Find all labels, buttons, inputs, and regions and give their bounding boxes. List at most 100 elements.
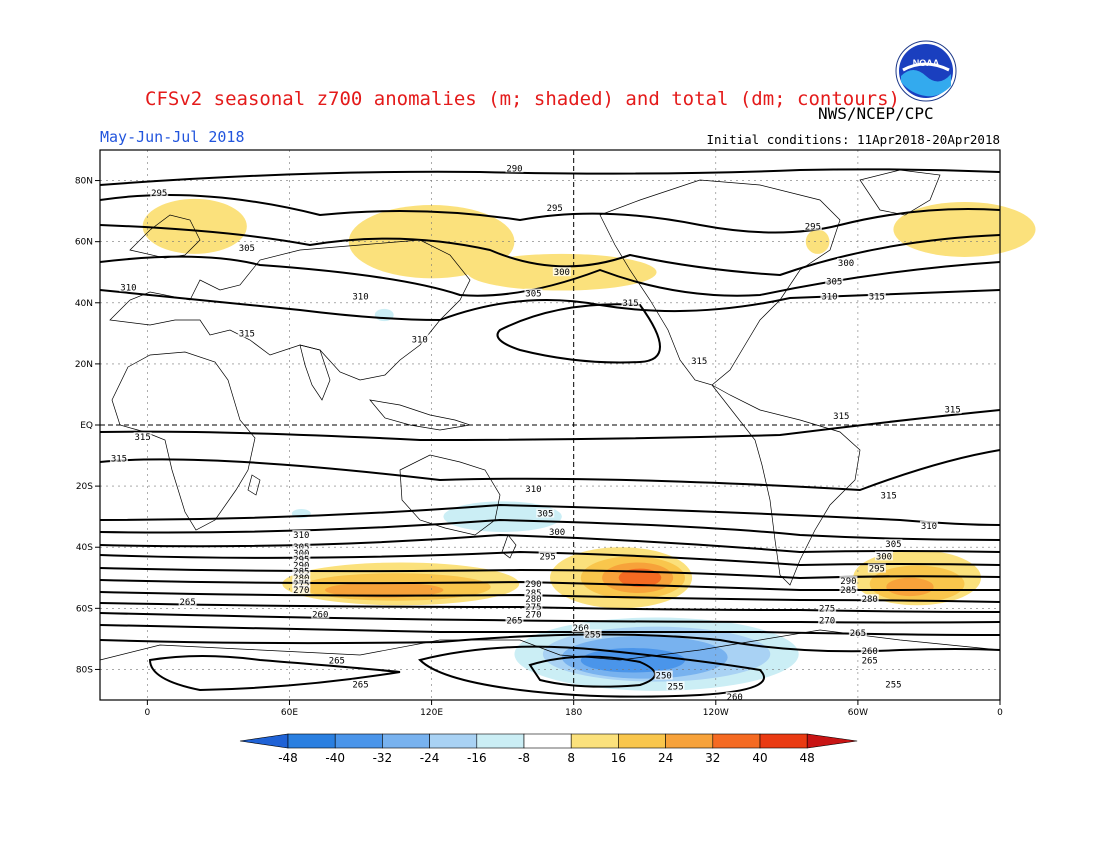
contour-label-bg bbox=[327, 655, 346, 665]
contour-label-bg bbox=[548, 526, 567, 536]
contour-label: 295 bbox=[547, 204, 563, 214]
contour-label: 315 bbox=[881, 491, 897, 501]
contour-label-bg bbox=[943, 404, 962, 414]
anomaly-patch-3 bbox=[893, 201, 1036, 257]
contour-label-bg bbox=[832, 410, 851, 420]
contour-label-bg bbox=[867, 291, 886, 301]
contour-label-bg bbox=[690, 355, 709, 365]
colorbar-label: -32 bbox=[373, 751, 393, 765]
anomaly-patch-11 bbox=[618, 568, 662, 587]
contour-label-bg bbox=[524, 484, 543, 494]
lat-tick-label: 80N bbox=[75, 177, 93, 187]
contour-label-bg bbox=[839, 575, 858, 585]
contour-265-west bbox=[148, 655, 401, 692]
contour-255-south bbox=[418, 645, 765, 698]
anomaly-patch-7 bbox=[325, 582, 444, 598]
contour-260-south bbox=[99, 633, 1001, 653]
contour-label-bg bbox=[884, 539, 903, 549]
coast-indonesia bbox=[369, 399, 471, 431]
contour-label: 255 bbox=[885, 681, 901, 691]
coast-madagascar bbox=[247, 474, 261, 496]
contour-label: 265 bbox=[329, 656, 345, 666]
contour-label: 315 bbox=[833, 412, 849, 422]
contour-270-south bbox=[99, 612, 1001, 624]
contour-label: 315 bbox=[239, 329, 255, 339]
contour-290-north bbox=[99, 168, 1001, 186]
contour-label-bg bbox=[237, 328, 256, 338]
coast-india bbox=[299, 344, 331, 401]
contour-label-bg bbox=[292, 554, 311, 564]
contour-label: 270 bbox=[819, 617, 835, 627]
contour-label-bg bbox=[571, 623, 590, 633]
contour-label-bg bbox=[524, 288, 543, 298]
contour-label: 255 bbox=[584, 630, 600, 640]
coast-new-zealand bbox=[501, 534, 517, 559]
contour-label-bg bbox=[654, 670, 673, 680]
contour-label-bg bbox=[410, 334, 429, 344]
contour-label: 290 bbox=[840, 577, 856, 587]
contour-label-bg bbox=[524, 601, 543, 611]
contour-label-bg bbox=[825, 276, 844, 286]
contour-label-bg bbox=[109, 453, 128, 463]
contour-label-bg bbox=[725, 691, 744, 701]
contour-label-bg bbox=[237, 242, 256, 252]
contour-label-bg bbox=[505, 615, 524, 625]
colorbar-segment bbox=[476, 733, 525, 749]
lon-tick-label: 180 bbox=[565, 708, 582, 718]
contour-280-south bbox=[99, 591, 1001, 603]
contour-label-bg bbox=[536, 508, 555, 518]
colorbar-label: 16 bbox=[611, 751, 626, 765]
contour-label: 305 bbox=[239, 244, 255, 254]
anomaly-patch-15 bbox=[443, 501, 562, 532]
lon-tick-label: 0 bbox=[997, 708, 1003, 718]
anomaly-patch-0 bbox=[142, 198, 247, 254]
colorbar-label: 32 bbox=[705, 751, 720, 765]
contour-label: 310 bbox=[120, 284, 136, 294]
anomaly-patch-14 bbox=[886, 577, 934, 597]
contour-label: 285 bbox=[525, 589, 541, 599]
contour-label: 305 bbox=[826, 277, 842, 287]
colorbar-segment bbox=[665, 733, 714, 749]
contour-label-bg bbox=[884, 679, 903, 689]
colorbar-label: -16 bbox=[467, 751, 487, 765]
contour-label-bg bbox=[860, 646, 879, 656]
contour-label-bg bbox=[919, 520, 938, 530]
contour-label-bg bbox=[178, 597, 197, 607]
contour-label: 315 bbox=[944, 406, 960, 416]
contour-label: 280 bbox=[293, 574, 309, 584]
contour-label: 310 bbox=[921, 522, 937, 532]
contour-label: 285 bbox=[293, 568, 309, 578]
contour-label-bg bbox=[666, 681, 685, 691]
contour-label: 300 bbox=[554, 268, 570, 278]
colorbar-segment bbox=[759, 733, 808, 749]
colorbar-segment bbox=[334, 733, 383, 749]
contour-315-tropics bbox=[99, 409, 1001, 442]
contour-label-bg bbox=[552, 267, 571, 277]
contour-label-bg bbox=[524, 594, 543, 604]
chart-title: CFSv2 seasonal z700 anomalies (m; shaded… bbox=[145, 88, 900, 110]
colorbar-segment bbox=[429, 733, 478, 749]
coast-africa bbox=[111, 351, 256, 531]
colorbar: -48 -40 -32 -24 -16 -8 8 16 24 32 40 48 bbox=[239, 733, 858, 765]
contour-label: 270 bbox=[525, 610, 541, 620]
colorbar-label: -8 bbox=[518, 751, 530, 765]
initial-conditions-label: Initial conditions: 11Apr2018-20Apr2018 bbox=[706, 132, 1001, 147]
contour-label: 250 bbox=[656, 672, 672, 682]
contour-label: 315 bbox=[134, 433, 150, 443]
contour-label-bg bbox=[839, 585, 858, 594]
contour-label-bg bbox=[879, 490, 898, 500]
contour-label: 315 bbox=[111, 455, 127, 465]
contour-label: 305 bbox=[537, 510, 553, 520]
contour-label: 265 bbox=[862, 656, 878, 666]
contour-label-bg bbox=[292, 585, 311, 594]
lat-tick-label: 20S bbox=[76, 482, 93, 492]
lat-tick-label: 80S bbox=[76, 665, 93, 675]
contour-label-bg bbox=[524, 578, 543, 588]
contour-label-bg bbox=[874, 551, 893, 561]
contour-label-bg bbox=[524, 609, 543, 619]
map-axes: 80N 60N 40N 20N EQ 20S 40S 60S 80S 0 60E 120E 180 120… bbox=[75, 177, 1003, 718]
contour-300-north bbox=[99, 224, 1001, 277]
contour-label-bg bbox=[837, 258, 856, 268]
contour-label: 310 bbox=[821, 293, 837, 303]
